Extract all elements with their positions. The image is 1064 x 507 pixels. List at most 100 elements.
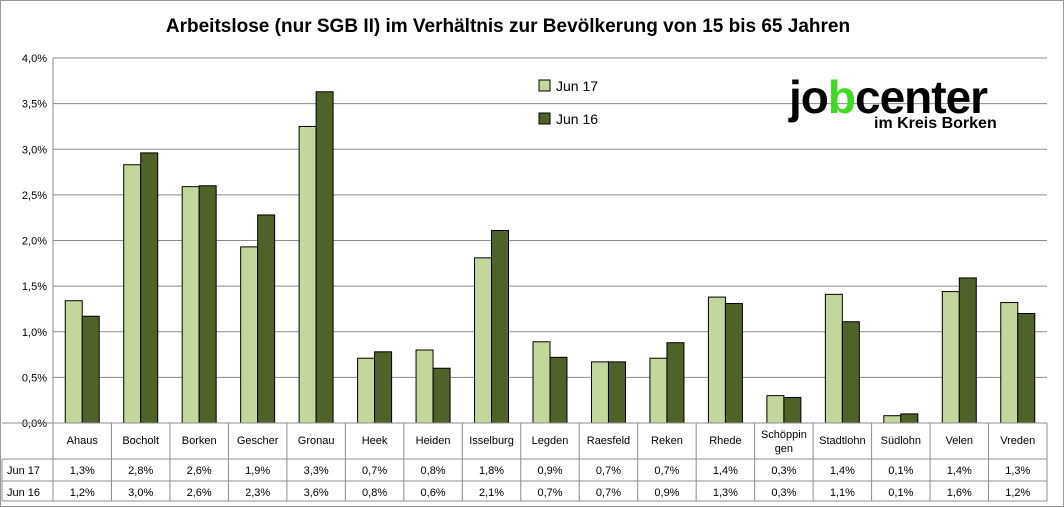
chart-title: Arbeitslose (nur SGB II) im Verhältnis z…: [166, 16, 850, 37]
category-label: Stadtlohn: [819, 435, 865, 447]
category-label: Südlohn: [881, 435, 921, 447]
legend-label-jun-17: Jun 17: [556, 78, 598, 94]
data-label: 1,9%: [245, 465, 270, 477]
data-label: 3,3%: [304, 465, 329, 477]
bar-jun-17: [532, 341, 551, 424]
category-label: Velen: [946, 435, 974, 447]
bar-jun-17: [766, 395, 785, 424]
data-label: 0,3%: [771, 487, 796, 499]
bar-jun-17: [357, 357, 376, 424]
logo-part-center: center: [855, 71, 988, 123]
category-label: Legden: [532, 435, 569, 447]
data-label: 1,6%: [947, 487, 972, 499]
data-label: 0,8%: [421, 465, 446, 477]
bar-jun-16: [783, 396, 802, 424]
data-label: 0,3%: [771, 465, 796, 477]
data-label: 1,4%: [947, 465, 972, 477]
y-tick-label: 0,0%: [22, 418, 47, 430]
category-label: Borken: [182, 435, 217, 447]
y-tick-label: 2,0%: [22, 236, 47, 248]
data-label: 2,6%: [187, 487, 212, 499]
bar-jun-16: [666, 342, 685, 424]
bar-jun-16: [1017, 313, 1036, 424]
bar-jun-16: [432, 367, 451, 424]
bar-jun-16: [374, 351, 393, 424]
data-label: 2,3%: [245, 487, 270, 499]
data-label: 1,8%: [479, 465, 504, 477]
bar-series: [64, 91, 1036, 424]
data-label: 1,4%: [830, 465, 855, 477]
data-label: 0,9%: [537, 465, 562, 477]
category-label: Bocholt: [122, 435, 159, 447]
data-label: 0,7%: [362, 465, 387, 477]
category-label: Vreden: [1000, 435, 1035, 447]
category-label: gen: [775, 443, 793, 455]
bar-jun-17: [474, 257, 493, 424]
category-label: Heek: [362, 435, 388, 447]
bar-jun-17: [415, 349, 434, 424]
data-label: 2,1%: [479, 487, 504, 499]
table-series-name: Jun 16: [7, 487, 40, 499]
data-label: 3,0%: [128, 487, 153, 499]
y-tick-label: 3,5%: [22, 99, 47, 111]
bar-jun-17: [941, 291, 960, 424]
bar-jun-17: [181, 186, 200, 424]
bar-jun-17: [240, 246, 259, 424]
bar-jun-16: [841, 321, 860, 424]
bar-jun-17: [64, 300, 83, 424]
data-label: 0,6%: [421, 487, 446, 499]
bar-jun-16: [724, 302, 743, 424]
bar-jun-17: [649, 357, 668, 424]
category-label: Ahaus: [67, 435, 99, 447]
category-label: Heiden: [416, 435, 451, 447]
data-label: 2,6%: [187, 465, 212, 477]
data-label: 0,7%: [654, 465, 679, 477]
bar-jun-16: [491, 229, 510, 424]
data-label: 0,8%: [362, 487, 387, 499]
y-tick-label: 1,5%: [22, 281, 47, 293]
gridlines: [53, 57, 1047, 378]
data-label: 1,2%: [1005, 487, 1030, 499]
legend: Jun 17 Jun 16: [538, 78, 598, 127]
data-label: 2,8%: [128, 465, 153, 477]
bar-jun-16: [549, 356, 568, 424]
jobcenter-logo: jobcenter im Kreis Borken: [788, 71, 997, 132]
bar-jun-16: [315, 91, 334, 424]
data-label: 0,7%: [596, 465, 621, 477]
bar-jun-17: [707, 296, 726, 424]
y-tick-label: 2,5%: [22, 190, 47, 202]
bar-jun-17: [590, 361, 609, 424]
bar-jun-16: [140, 152, 159, 424]
logo-part-jo: jo: [788, 71, 828, 123]
bar-jun-17: [123, 164, 142, 424]
logo-part-b: b: [828, 71, 855, 123]
category-label: Rhede: [709, 435, 741, 447]
data-label: 0,7%: [596, 487, 621, 499]
data-label: 1,4%: [713, 465, 738, 477]
logo-subtitle: im Kreis Borken: [874, 115, 997, 132]
y-tick-label: 3,0%: [22, 144, 47, 156]
data-label: 3,6%: [304, 487, 329, 499]
data-label: 1,2%: [70, 487, 95, 499]
y-tick-label: 4,0%: [22, 53, 47, 65]
legend-swatch-jun-17: [538, 79, 551, 92]
bar-jun-17: [1000, 302, 1019, 424]
bar-jun-16: [198, 185, 217, 424]
logo-wordmark: jobcenter: [788, 71, 988, 123]
legend-label-jun-16: Jun 16: [556, 111, 598, 127]
bar-jun-16: [900, 413, 919, 424]
data-table: Ahaus Bocholt Borken Gescher Gronau Heek Heide…: [1, 422, 1048, 502]
table-series-name: Jun 17: [7, 465, 40, 477]
data-label: 1,3%: [1005, 465, 1030, 477]
bar-jun-17: [883, 415, 902, 424]
y-axis: 0,0% 0,5% 1,0% 1,5% 2,0% 2,5% 3,0% 3,5% 4,0%: [22, 53, 54, 430]
data-label: 0,9%: [654, 487, 679, 499]
data-label: 1,1%: [830, 487, 855, 499]
bar-jun-16: [81, 315, 100, 424]
y-tick-label: 0,5%: [22, 372, 47, 384]
category-label: Gronau: [298, 435, 335, 447]
data-label: 0,1%: [888, 487, 913, 499]
category-label: Reken: [651, 435, 683, 447]
bar-jun-16: [257, 214, 276, 424]
